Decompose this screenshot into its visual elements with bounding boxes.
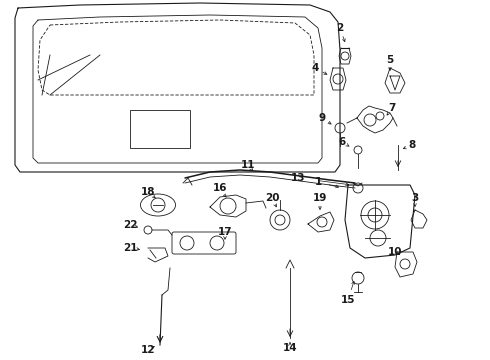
Text: 5: 5 xyxy=(387,55,393,65)
Text: 10: 10 xyxy=(388,247,402,257)
Text: 4: 4 xyxy=(311,63,318,73)
Text: 17: 17 xyxy=(218,227,232,237)
Text: 13: 13 xyxy=(291,173,305,183)
Text: 19: 19 xyxy=(313,193,327,203)
Text: 20: 20 xyxy=(265,193,279,203)
Text: 3: 3 xyxy=(412,193,418,203)
Bar xyxy=(130,110,190,148)
Text: 2: 2 xyxy=(336,23,343,33)
Text: 11: 11 xyxy=(241,160,255,170)
Text: 6: 6 xyxy=(339,137,345,147)
Text: 12: 12 xyxy=(141,345,155,355)
Text: 1: 1 xyxy=(315,177,321,187)
Text: 15: 15 xyxy=(341,295,355,305)
Text: 18: 18 xyxy=(141,187,155,197)
Text: 8: 8 xyxy=(408,140,416,150)
Text: 9: 9 xyxy=(318,113,325,123)
Text: 7: 7 xyxy=(388,103,396,113)
Text: 14: 14 xyxy=(283,343,297,353)
Text: 16: 16 xyxy=(213,183,227,193)
Text: 21: 21 xyxy=(123,243,137,253)
Text: 22: 22 xyxy=(123,220,137,230)
